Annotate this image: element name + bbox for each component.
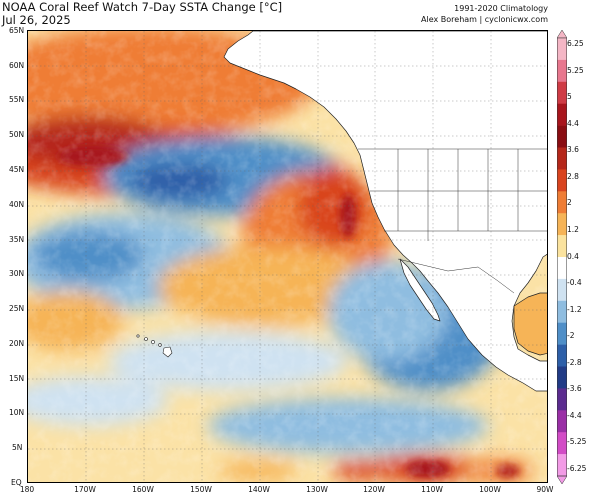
colorbar-segment: [557, 322, 567, 345]
colorbar-tick-label: -2: [567, 331, 575, 341]
colorbar-tick-label: -2.8: [567, 357, 582, 367]
colorbar: [557, 30, 567, 484]
map-title: NOAA Coral Reef Watch 7-Day SSTA Change …: [2, 0, 283, 14]
lon-label-130w: 130W: [306, 485, 328, 494]
colorbar-segment: [557, 432, 567, 455]
lat-label-eq: EQ: [11, 478, 22, 487]
land-masses: [136, 31, 547, 392]
lon-label-120w: 120W: [363, 485, 385, 494]
colorbar-segment: [557, 38, 567, 61]
colorbar-segment: [557, 300, 567, 323]
colorbar-segment: [557, 366, 567, 389]
lat-label-45n: 45N: [9, 165, 25, 174]
colorbar-segment: [557, 147, 567, 170]
climatology-note: 1991-2020 Climatology: [454, 4, 548, 13]
lon-label-150w: 150W: [190, 485, 212, 494]
sst-anomaly-map: [27, 30, 548, 483]
lon-label-160w: 160W: [132, 485, 154, 494]
baja-california-land: [399, 258, 441, 322]
lat-lon-gridlines: [28, 31, 547, 482]
colorbar-segment: [557, 235, 567, 258]
lon-label-140w: 140W: [248, 485, 270, 494]
colorbar-segment: [557, 278, 567, 302]
lat-label-50n: 50N: [9, 130, 25, 139]
colorbar-segment: [557, 388, 567, 411]
lat-label-30n: 30N: [9, 269, 25, 278]
colorbar-segment: [557, 103, 567, 126]
colorbar-tick-label: 4.4: [567, 118, 579, 128]
lon-label-110w: 110W: [421, 485, 443, 494]
colorbar-segment: [557, 410, 567, 433]
lon-label-180: 180: [19, 485, 35, 494]
colorbar-segment: [557, 59, 567, 83]
colorbar-segment: [557, 191, 567, 214]
map-date: Jul 26, 2025: [2, 13, 71, 27]
colorbar-tick-label: -5.25: [567, 437, 587, 447]
colorbar-segment: [557, 257, 567, 280]
lat-label-25n: 25N: [9, 304, 25, 313]
colorbar-tick-label: 5: [567, 92, 572, 102]
colorbar-tick-label: -1.2: [567, 304, 582, 314]
north-america-land: [223, 31, 547, 392]
lon-label-90w: 90W: [536, 485, 554, 494]
colorbar-segment: [557, 344, 567, 367]
colorbar-extend-min: [557, 475, 567, 484]
colorbar-tick-label: 2.8: [567, 171, 579, 181]
lat-label-35n: 35N: [9, 235, 25, 244]
colorbar-segment: [557, 454, 567, 477]
lat-label-40n: 40N: [9, 200, 25, 209]
lat-label-55n: 55N: [9, 95, 25, 104]
lat-label-60n: 60N: [9, 61, 25, 70]
colorbar-segment: [557, 125, 567, 148]
colorbar-tick-label: -6.25: [567, 464, 587, 473]
colorbar-segment: [557, 81, 567, 104]
hawaii-islands: [136, 334, 173, 358]
lon-label-170w: 170W: [74, 485, 96, 494]
lat-label-15n: 15N: [9, 374, 25, 383]
colorbar-tick-label: -3.6: [567, 384, 582, 394]
lat-label-10n: 10N: [9, 408, 25, 417]
colorbar-tick-label: 1.2: [567, 224, 579, 234]
colorbar-extend-max: [557, 30, 567, 39]
colorbar-tick-label: -0.4: [567, 278, 582, 288]
colorbar-segment: [557, 169, 567, 192]
colorbar-segment: [557, 213, 567, 236]
colorbar-tick-label: 3.6: [567, 145, 579, 155]
political-borders: [358, 148, 547, 294]
colorbar-tick-label: 5.25: [567, 65, 584, 75]
colorbar-tick-label: 2: [567, 198, 572, 208]
gulf-of-mexico-water: [513, 292, 547, 356]
colorbar-tick-label: -4.4: [567, 410, 582, 420]
lon-label-100w: 100W: [479, 485, 501, 494]
lat-label-20n: 20N: [9, 339, 25, 348]
colorbar-tick-label: 6.25: [567, 39, 584, 48]
author-credit: Alex Boreham | cyclonicwx.com: [421, 15, 548, 24]
lat-label-5n: 5N: [12, 443, 23, 452]
colorbar-tick-label: 0.4: [567, 251, 579, 261]
lat-label-65n: 65N: [9, 26, 25, 35]
